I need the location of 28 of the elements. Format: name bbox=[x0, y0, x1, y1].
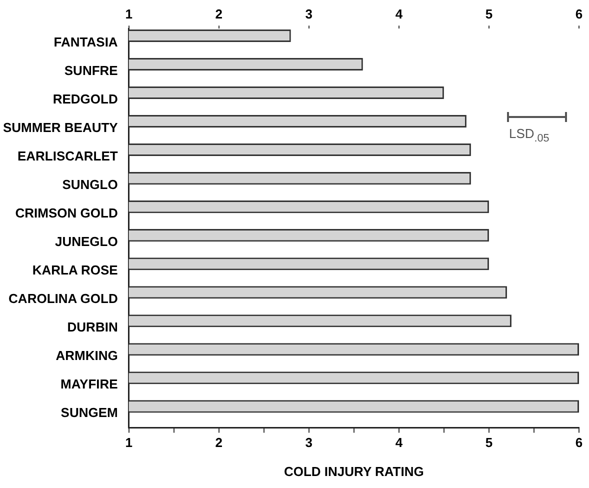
x-axis-title: COLD INJURY RATING bbox=[284, 464, 424, 479]
x2-tick-label: 1 bbox=[125, 435, 132, 450]
x-tick-label: 1 bbox=[125, 6, 132, 22]
y-tick-label: MAYFIRE bbox=[60, 376, 118, 392]
y-tick-label: SUNFRE bbox=[64, 62, 118, 78]
y-tick-label: SUMMER BEAUTY bbox=[2, 120, 118, 135]
y-tick-label: SUNGLO bbox=[62, 177, 118, 192]
x2-tick-label: 3 bbox=[305, 435, 313, 450]
x-tick-label: 2 bbox=[215, 6, 222, 22]
x-tick-label: 5 bbox=[485, 6, 493, 22]
y-tick-label: EARLISCARLET bbox=[17, 148, 118, 164]
y-tick-label: CAROLINA GOLD bbox=[8, 291, 118, 306]
x2-tick-label: 6 bbox=[575, 435, 583, 450]
x-tick-label: 3 bbox=[305, 6, 313, 22]
y-tick-label: CRIMSON GOLD bbox=[15, 206, 118, 221]
y-tick-label: JUNEGLO bbox=[54, 234, 118, 250]
x-tick-label: 6 bbox=[575, 6, 583, 22]
x2-tick-label: 5 bbox=[485, 435, 493, 450]
y-tick-label: REDGOLD bbox=[52, 91, 118, 106]
y-tick-label: KARLA ROSE bbox=[32, 262, 118, 278]
y-tick-label: ARMKING bbox=[56, 348, 118, 364]
x2-tick-label: 2 bbox=[215, 435, 222, 450]
y-tick-label: FANTASIA bbox=[54, 34, 118, 50]
y-tick-label: SUNGEM bbox=[60, 405, 118, 420]
annotation: LSD$_{.05}$ bbox=[508, 126, 550, 146]
y-tick-label: DURBIN bbox=[67, 320, 118, 335]
x2-tick-label: 4 bbox=[395, 435, 404, 450]
x-tick-label: 4 bbox=[395, 6, 404, 22]
